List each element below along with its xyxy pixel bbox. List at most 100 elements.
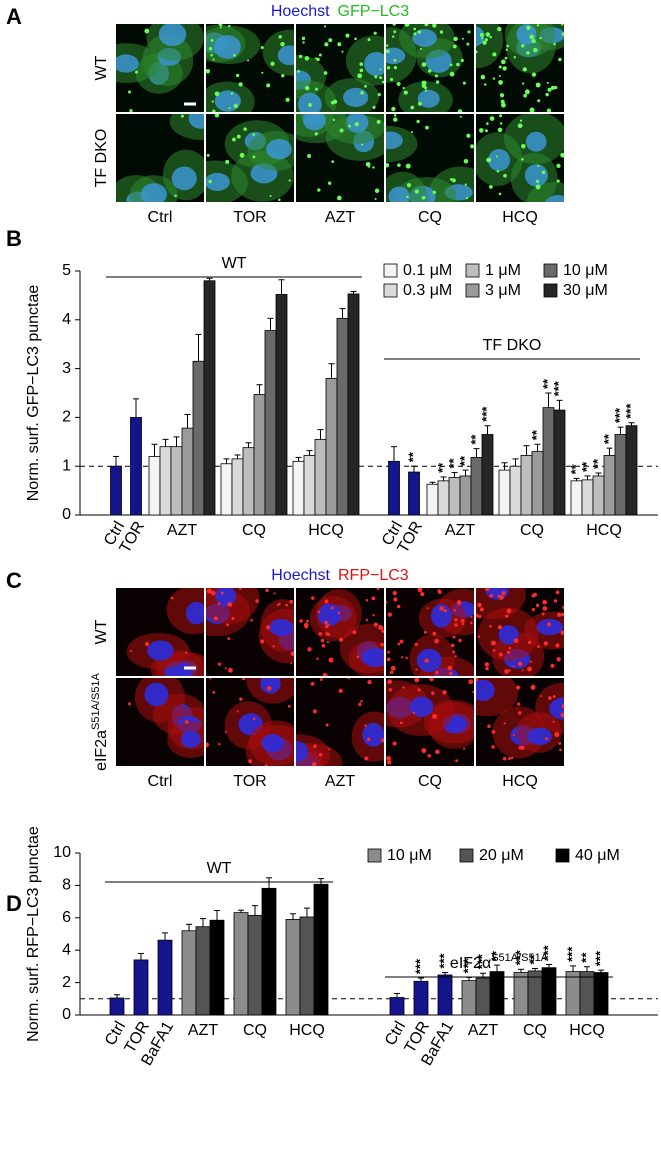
punctum	[521, 157, 524, 161]
y-tick-label: 8	[62, 877, 71, 894]
bar	[388, 460, 400, 516]
row-label: WT	[93, 55, 110, 80]
punctum	[252, 717, 256, 721]
punctum	[552, 720, 555, 723]
punctum	[290, 662, 293, 665]
punctum	[424, 630, 427, 634]
punctum	[252, 133, 256, 137]
punctum	[243, 127, 247, 131]
punctum	[326, 640, 330, 644]
punctum	[354, 37, 357, 41]
punctum	[374, 188, 380, 194]
bar	[498, 469, 511, 516]
nucleus	[206, 172, 230, 191]
punctum	[466, 133, 471, 138]
bar	[192, 360, 205, 516]
punctum	[266, 625, 271, 630]
punctum	[554, 732, 560, 738]
punctum	[546, 622, 551, 627]
legend-label: 30 μM	[563, 282, 608, 299]
punctum	[526, 51, 530, 55]
bar	[261, 887, 277, 1016]
punctum	[134, 70, 138, 74]
x-tick-label: AZT	[188, 1022, 218, 1039]
punctum	[499, 122, 503, 125]
punctum	[424, 89, 428, 92]
punctum	[399, 721, 403, 725]
punctum	[327, 633, 331, 636]
punctum	[327, 181, 332, 185]
punctum	[542, 606, 548, 611]
punctum	[324, 599, 329, 604]
punctum	[533, 47, 538, 53]
nucleus	[527, 727, 553, 746]
punctum	[489, 116, 495, 121]
punctum	[361, 143, 364, 146]
punctum	[449, 71, 455, 77]
punctum	[485, 666, 489, 671]
punctum	[304, 85, 310, 91]
stain-name: RFP−LC3	[338, 567, 409, 584]
punctum	[484, 662, 490, 667]
legend-swatch	[459, 848, 474, 863]
bar	[336, 317, 349, 516]
nucleus	[544, 195, 564, 202]
punctum	[508, 646, 512, 650]
punctum	[260, 639, 265, 644]
row-label-text: WT	[93, 55, 110, 80]
punctum	[561, 704, 564, 709]
punctum	[278, 198, 281, 202]
punctum	[392, 590, 397, 596]
punctum	[233, 103, 238, 108]
punctum	[387, 679, 393, 685]
punctum	[314, 57, 317, 60]
punctum	[472, 690, 474, 693]
punctum	[512, 665, 515, 668]
punctum	[420, 592, 425, 597]
group-label-text: TF DKO	[483, 337, 542, 354]
x-tick-label: CQ	[523, 1022, 547, 1039]
punctum	[463, 747, 466, 750]
punctum	[211, 590, 216, 596]
punctum	[412, 711, 416, 714]
punctum	[488, 185, 493, 189]
punctum	[438, 590, 442, 595]
punctum	[352, 630, 357, 635]
punctum	[461, 622, 465, 626]
nucleus	[180, 730, 201, 749]
bar	[242, 447, 255, 516]
punctum	[491, 745, 495, 749]
punctum	[365, 618, 369, 622]
punctum	[224, 730, 227, 733]
punctum	[393, 58, 397, 62]
nucleus	[409, 696, 434, 718]
bar	[299, 916, 315, 1016]
punctum	[214, 91, 220, 97]
micrograph	[116, 588, 204, 676]
punctum	[505, 614, 509, 618]
punctum	[269, 194, 272, 198]
x-tick-label: HCQ	[289, 1022, 325, 1039]
punctum	[424, 658, 429, 663]
punctum	[558, 57, 562, 62]
punctum	[535, 82, 541, 88]
punctum	[386, 66, 391, 70]
punctum	[434, 638, 439, 644]
bar	[285, 919, 301, 1016]
punctum	[529, 107, 535, 112]
punctum	[500, 102, 506, 108]
bar	[570, 480, 583, 516]
punctum	[376, 119, 381, 124]
punctum	[417, 588, 423, 593]
punctum	[459, 115, 462, 118]
punctum	[529, 660, 533, 663]
punctum	[547, 87, 552, 92]
punctum	[206, 153, 210, 157]
punctum	[448, 671, 453, 676]
bar	[325, 377, 338, 516]
bar	[264, 330, 277, 516]
y-tick-label: 4	[62, 941, 71, 958]
nucleus	[549, 697, 564, 720]
nucleus	[364, 51, 384, 76]
